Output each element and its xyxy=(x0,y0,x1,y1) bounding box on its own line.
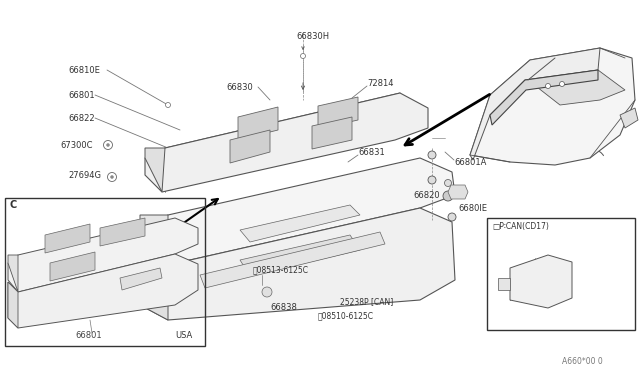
Text: 25238P [CAN]: 25238P [CAN] xyxy=(340,298,393,307)
Text: Ⓢ08510-6125C: Ⓢ08510-6125C xyxy=(318,311,374,321)
Polygon shape xyxy=(8,255,18,292)
Polygon shape xyxy=(145,93,428,192)
Text: 66801: 66801 xyxy=(75,330,102,340)
Polygon shape xyxy=(140,208,455,320)
Polygon shape xyxy=(510,255,572,308)
Polygon shape xyxy=(50,252,95,281)
Polygon shape xyxy=(240,235,360,276)
Text: 66801: 66801 xyxy=(68,90,95,99)
Text: 66831: 66831 xyxy=(150,263,177,273)
Text: 66830H: 66830H xyxy=(296,32,329,41)
Polygon shape xyxy=(8,218,198,292)
Text: 72814: 72814 xyxy=(367,78,394,87)
Bar xyxy=(487,218,635,330)
Circle shape xyxy=(559,81,564,87)
Polygon shape xyxy=(200,232,385,288)
Polygon shape xyxy=(498,278,510,290)
Polygon shape xyxy=(448,185,468,199)
Text: 66822: 66822 xyxy=(68,113,95,122)
Polygon shape xyxy=(470,48,600,160)
Text: 66830: 66830 xyxy=(226,83,253,92)
Circle shape xyxy=(106,144,109,147)
Text: 66831: 66831 xyxy=(358,148,385,157)
Circle shape xyxy=(443,191,453,201)
Circle shape xyxy=(428,151,436,159)
Circle shape xyxy=(545,83,550,89)
Polygon shape xyxy=(318,97,358,129)
Circle shape xyxy=(111,176,113,179)
Text: 66820: 66820 xyxy=(413,190,440,199)
Polygon shape xyxy=(240,205,360,242)
Polygon shape xyxy=(312,117,352,149)
Text: A660*00 0: A660*00 0 xyxy=(562,357,603,366)
Text: 16419Q: 16419Q xyxy=(518,279,551,289)
Circle shape xyxy=(104,141,113,150)
Polygon shape xyxy=(8,282,18,328)
Polygon shape xyxy=(140,250,168,320)
Circle shape xyxy=(448,213,456,221)
Polygon shape xyxy=(140,158,455,265)
Polygon shape xyxy=(490,70,598,125)
Circle shape xyxy=(262,287,272,297)
Text: USA: USA xyxy=(175,330,192,340)
Polygon shape xyxy=(100,218,145,246)
Circle shape xyxy=(108,173,116,182)
Text: 6680lE: 6680lE xyxy=(458,203,487,212)
Circle shape xyxy=(428,176,436,184)
Text: 66810E: 66810E xyxy=(68,65,100,74)
Bar xyxy=(5,198,205,346)
Polygon shape xyxy=(8,254,198,328)
Text: 67300C: 67300C xyxy=(60,141,93,150)
Circle shape xyxy=(445,180,451,186)
Polygon shape xyxy=(120,268,162,290)
Polygon shape xyxy=(230,130,270,163)
Polygon shape xyxy=(238,107,278,140)
Polygon shape xyxy=(45,224,90,253)
Polygon shape xyxy=(620,108,638,128)
Text: 27694G: 27694G xyxy=(68,170,101,180)
Text: C: C xyxy=(10,200,17,210)
Circle shape xyxy=(166,103,170,108)
Text: □P∶CAN(CD17): □P∶CAN(CD17) xyxy=(492,221,549,231)
Circle shape xyxy=(301,54,305,58)
Text: 66801A: 66801A xyxy=(454,157,486,167)
Text: 66830: 66830 xyxy=(150,235,177,244)
Polygon shape xyxy=(140,215,168,265)
Text: 66838: 66838 xyxy=(270,304,297,312)
Text: Ⓢ08513-6125C: Ⓢ08513-6125C xyxy=(253,266,309,275)
Polygon shape xyxy=(470,48,635,165)
Polygon shape xyxy=(145,148,165,192)
Circle shape xyxy=(455,189,461,195)
Polygon shape xyxy=(528,70,625,105)
